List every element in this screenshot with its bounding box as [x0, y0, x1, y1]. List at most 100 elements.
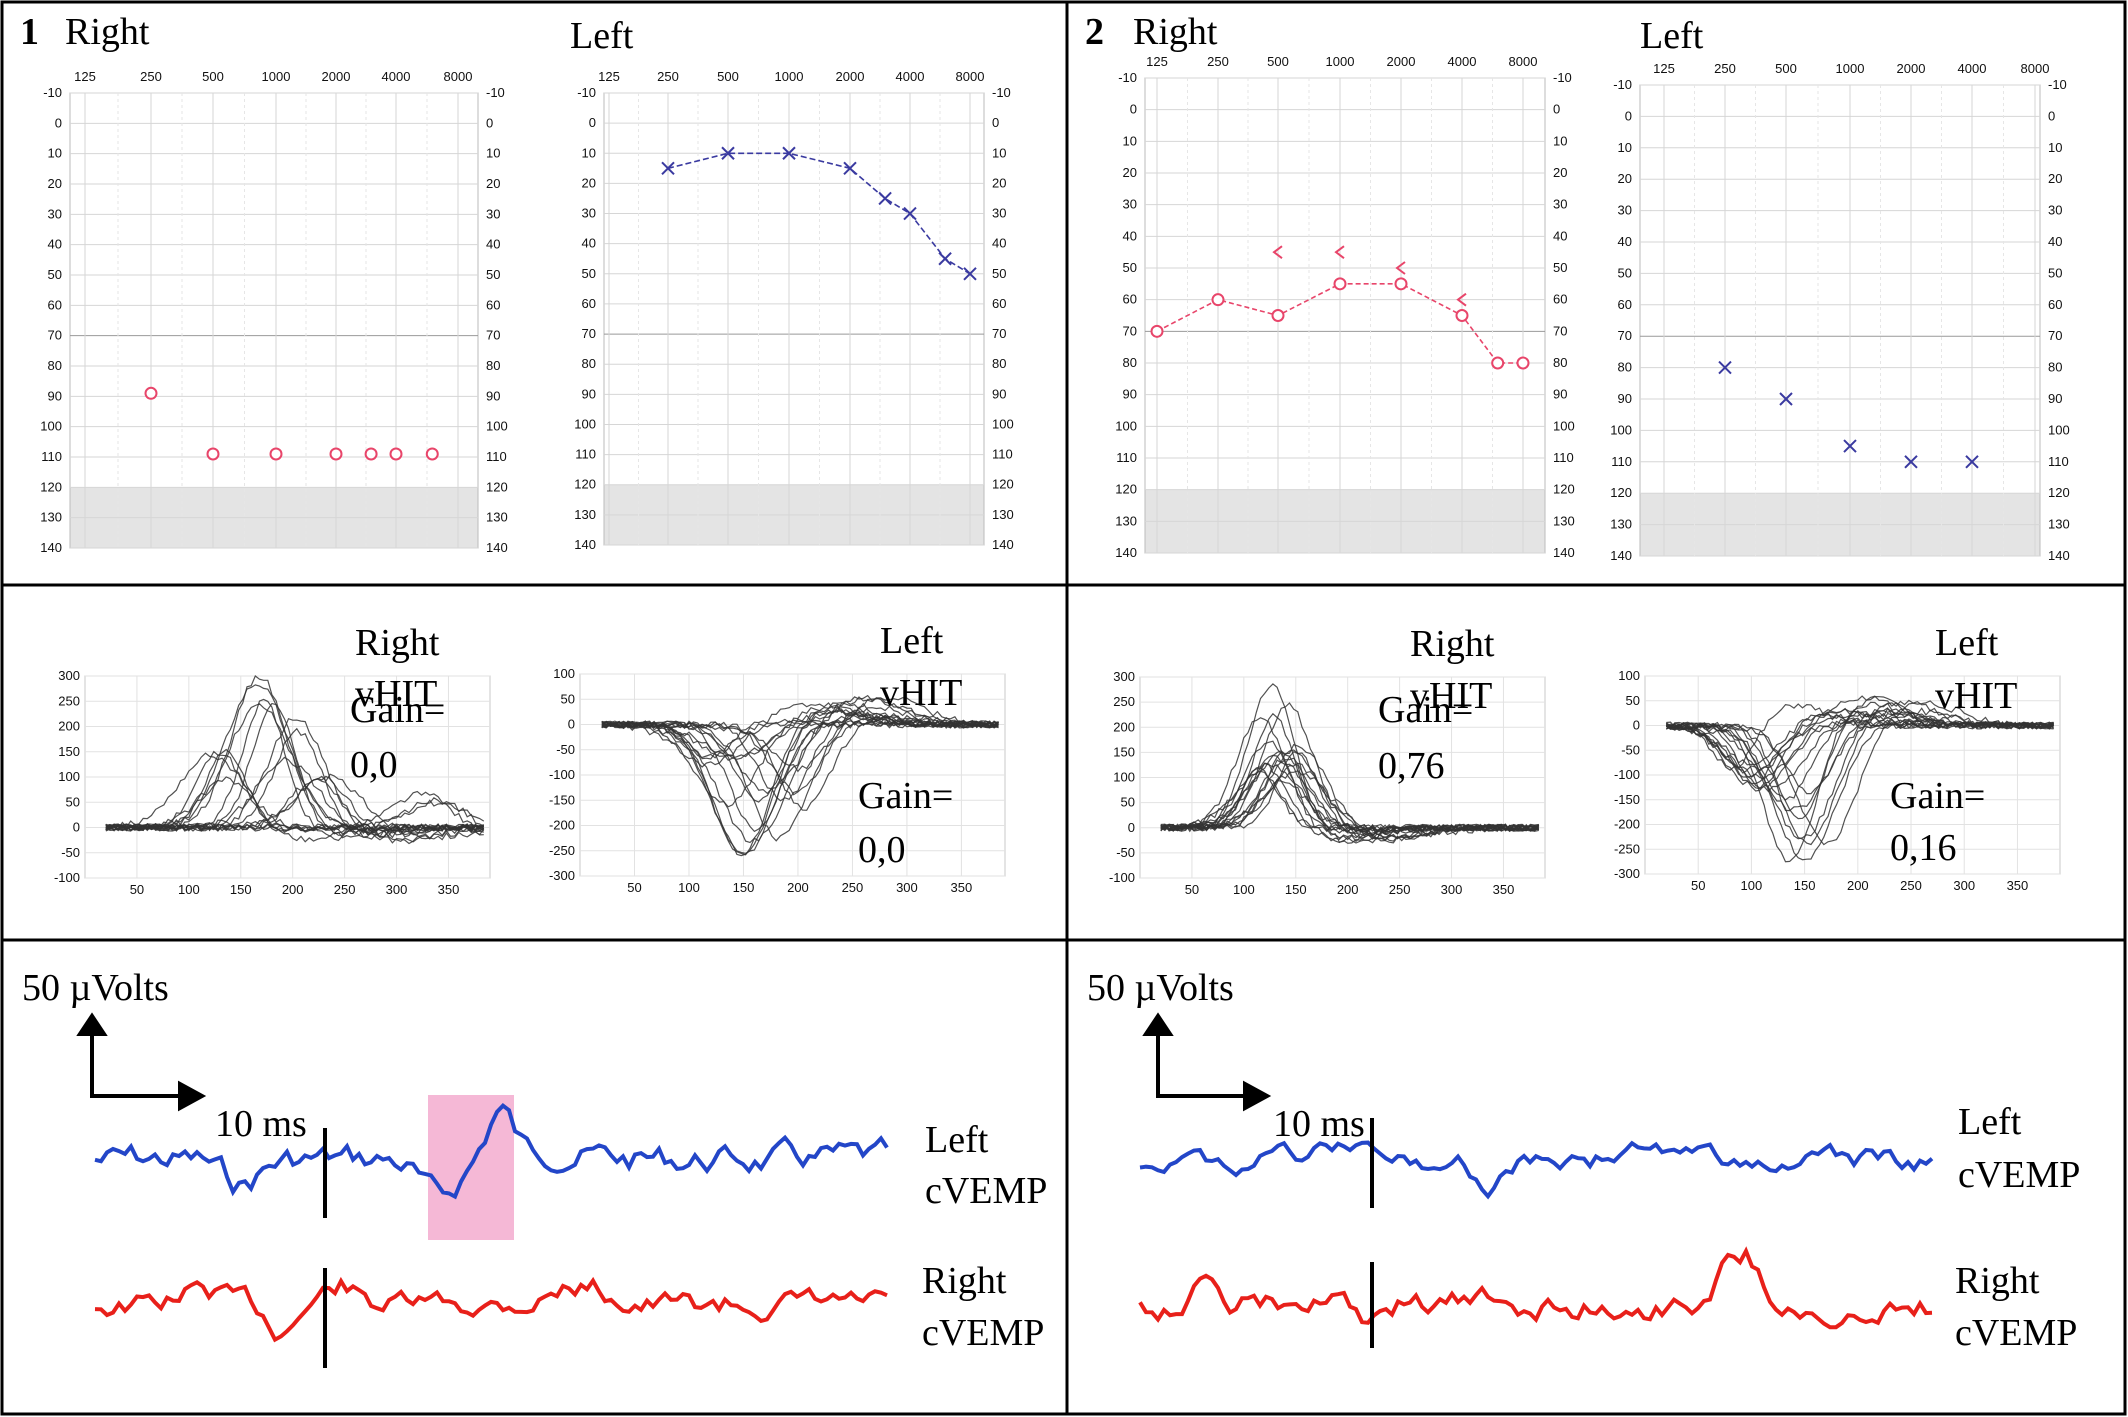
audiogram-y-tick-right: 50	[2048, 265, 2062, 280]
vhit-trace	[1160, 683, 1540, 844]
audiogram-y-tick-right: 80	[486, 358, 500, 373]
vhit-trace	[601, 714, 999, 854]
audiogram-y-tick-right: 130	[486, 510, 508, 525]
vhit-x-tick: 150	[733, 880, 755, 895]
audiogram-marker-o	[1333, 277, 1347, 291]
vhit-y-tick: -50	[556, 742, 575, 757]
vhit-x-tick: 300	[1953, 878, 1975, 893]
audiogram-y-tick-left: 140	[40, 540, 62, 555]
vhit-trace	[1160, 712, 1539, 833]
audiogram-y-tick-right: 70	[2048, 328, 2062, 343]
cvemp-2-scale-arrows	[1142, 1012, 1272, 1112]
audiogram-y-tick-left: 40	[48, 237, 62, 252]
audiogram-bone-marker	[1334, 245, 1345, 259]
audiogram-marker-x	[782, 146, 796, 160]
audiogram-2-left: -10 -10 0 0 10 10 20 20 30 30 40 40 50 50 60 60 70 70 80 80…	[1610, 61, 2069, 563]
audiogram-y-tick-left: 90	[1123, 387, 1137, 402]
vhit-1-right-label-line1: Right	[355, 622, 440, 664]
audiogram-y-tick-left: 140	[574, 537, 596, 552]
vhit-trace	[1666, 699, 2055, 840]
audiogram-x-tick: 2000	[322, 69, 351, 84]
vhit-1-right-label-line2: vHIT	[355, 673, 437, 715]
audiogram-y-tick-left: 50	[48, 267, 62, 282]
audiogram-marker-o	[1455, 309, 1469, 322]
vhit-2-left-gain-line1: Gain=	[1890, 775, 1985, 817]
audiogram-y-tick-left: 120	[40, 479, 62, 494]
audiogram-y-tick-right: 110	[992, 447, 1013, 462]
audiogram-y-tick-right: 70	[486, 328, 500, 343]
audiogram-1-left: -10 -10 0 0 10 10 20 20 30 30 40 40 50 50 60 60 70 70 80 80…	[574, 69, 1013, 552]
audiogram-marker-o	[329, 447, 343, 461]
audiogram-x-tick: 250	[1207, 54, 1229, 69]
audiogram-frame	[1639, 84, 2041, 557]
vhit-trace	[105, 775, 484, 843]
audiogram-y-tick-right: 30	[486, 206, 500, 221]
audiogram-marker-x	[1718, 360, 1732, 375]
audiogram-y-tick-right: 80	[992, 356, 1006, 371]
vhit-trace	[1665, 708, 2054, 793]
vhit-trace	[1160, 749, 1539, 842]
audiogram-y-tick-left: 0	[589, 115, 596, 130]
audiogram-y-tick-right: 50	[1553, 260, 1567, 275]
vhit-trace	[105, 727, 485, 840]
audiogram-y-tick-right: 140	[2048, 548, 2070, 563]
audiogram-y-tick-right: 90	[992, 386, 1006, 401]
cvemp-2-time-label: 10 ms	[1273, 1103, 1365, 1145]
audiogram-y-tick-left: 100	[1610, 422, 1632, 437]
vhit-trace	[105, 778, 484, 845]
audiogram-y-tick-left: 100	[1115, 418, 1137, 433]
vhit-x-tick: 150	[1794, 878, 1816, 893]
audiogram-y-tick-right: 10	[992, 145, 1006, 160]
vhit-y-tick: 100	[1113, 770, 1135, 785]
audiogram-y-tick-right: 0	[992, 115, 999, 130]
case-1-audiogram-left-label: Left	[570, 15, 634, 57]
audiogram-y-tick-right: 100	[486, 419, 508, 434]
vhit-y-tick: 50	[561, 691, 575, 706]
vhit-y-tick: 50	[66, 794, 80, 809]
audiogram-marker-o	[1150, 324, 1164, 338]
vhit-y-tick: 300	[1113, 669, 1135, 684]
audiogram-y-tick-left: 120	[574, 477, 596, 492]
audiogram-x-tick: 500	[1267, 54, 1289, 69]
vhit-y-tick: 0	[568, 717, 575, 732]
audiogram-marker-x	[661, 161, 675, 176]
vhit-x-tick: 200	[282, 882, 304, 897]
audiogram-threshold-line	[667, 152, 971, 275]
audiogram-frame	[603, 92, 985, 546]
audiogram-y-tick-right: 80	[1553, 355, 1567, 370]
audiogram-marker-x	[721, 146, 735, 160]
audiogram-y-tick-left: -10	[1613, 77, 1632, 92]
vhit-2-left-label-line1: Left	[1935, 622, 1999, 664]
vhit-trace	[1665, 709, 2055, 772]
vhit-x-tick: 200	[787, 880, 809, 895]
audiogram-marker-o	[1271, 309, 1285, 322]
vhit-x-tick: 300	[896, 880, 918, 895]
audiogram-y-tick-left: 60	[1618, 297, 1632, 312]
audiogram-x-tick: 2000	[1897, 61, 1926, 76]
audiogram-y-tick-right: 120	[1553, 482, 1575, 497]
vhit-2-left-plot: 100 50 0 -50 -100 -150 -200 -250 -300 50 100 150 200…	[1614, 668, 2061, 893]
audiogram-y-tick-right: 110	[486, 449, 507, 464]
audiogram-x-tick: 8000	[956, 69, 985, 84]
audiogram-x-tick: 125	[74, 69, 96, 84]
audiogram-y-tick-right: 0	[486, 115, 493, 130]
vhit-1-right-gain-line1: Gain=	[350, 689, 445, 731]
vhit-x-tick: 350	[951, 880, 973, 895]
audiogram-y-tick-left: 80	[48, 358, 62, 373]
audiogram-y-tick-right: 100	[992, 416, 1014, 431]
vhit-2-left-gain-line2: 0,16	[1890, 827, 1957, 869]
audiogram-y-tick-left: 10	[48, 146, 62, 161]
vhit-y-tick: 150	[1113, 744, 1135, 759]
cvemp-1-right-label-line2: cVEMP	[922, 1312, 1044, 1354]
audiogram-y-tick-left: 130	[1115, 513, 1137, 528]
audiogram-1-right: -10 -10 0 0 10 10 20 20 30 30 40 40 50 50 60 60 70 70 80 80…	[40, 69, 507, 555]
audiogram-y-tick-left: -10	[577, 85, 596, 100]
vhit-2-right-label-line1: Right	[1410, 623, 1495, 665]
vhit-x-tick: 350	[438, 882, 460, 897]
vhit-y-tick: 100	[553, 666, 575, 681]
audiogram-x-tick: 2000	[836, 69, 865, 84]
audiogram-y-tick-right: -10	[992, 85, 1011, 100]
audiogram-bone-marker	[1272, 245, 1283, 259]
vhit-y-tick: 50	[1626, 693, 1640, 708]
vhit-1-left-gain-line2: 0,0	[858, 829, 906, 871]
